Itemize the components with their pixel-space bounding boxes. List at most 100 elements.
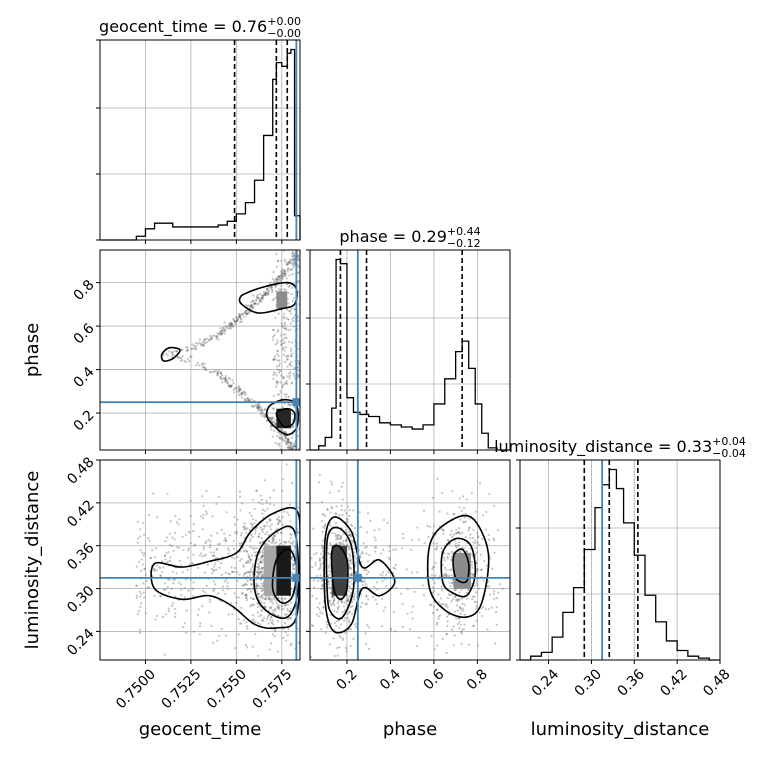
x-tick-label-geocent_time: 0.7550 [204, 666, 250, 712]
sample-point [455, 546, 458, 549]
sample-point [243, 315, 246, 319]
sample-point [164, 539, 167, 543]
sample-point [222, 326, 225, 329]
sample-point [217, 560, 220, 563]
sample-point [195, 348, 198, 351]
sample-point [283, 439, 286, 442]
sample-point [285, 463, 288, 466]
sample-point [374, 539, 378, 542]
sample-point [237, 633, 240, 636]
sample-point [292, 452, 294, 454]
sample-point [237, 393, 241, 397]
sample-point [319, 574, 322, 577]
sample-point [201, 362, 204, 365]
sample-point [276, 443, 279, 446]
sample-point [249, 578, 252, 582]
sample-point [291, 442, 294, 445]
sample-point [288, 377, 291, 380]
sample-point [349, 574, 352, 577]
sample-point [251, 603, 254, 606]
sample-point [292, 257, 295, 261]
sample-point [198, 633, 201, 636]
sample-point [205, 489, 208, 493]
sample-point [240, 312, 243, 315]
sample-point [327, 586, 330, 589]
sample-point [432, 565, 435, 569]
sample-point [456, 545, 459, 548]
sample-point [434, 561, 437, 565]
sample-point [281, 437, 284, 441]
density-cell-3 [276, 545, 291, 596]
sample-point [156, 564, 159, 567]
sample-point [347, 589, 350, 593]
sample-point [204, 341, 207, 345]
sample-point [477, 535, 480, 538]
sample-point [479, 553, 482, 556]
sample-point [255, 302, 258, 305]
sample-point [249, 570, 253, 573]
sample-point [194, 344, 197, 348]
sample-point [451, 581, 454, 584]
sample-point [315, 597, 318, 600]
sample-point [337, 533, 340, 537]
sample-point [427, 535, 430, 539]
sample-point [233, 531, 236, 534]
sample-point [277, 596, 280, 600]
sample-point [224, 377, 227, 380]
sample-point [450, 628, 454, 631]
sample-point [285, 443, 288, 446]
sample-point [201, 589, 205, 592]
sample-point [297, 374, 300, 377]
sample-point [224, 634, 228, 637]
sample-point [209, 334, 212, 337]
sample-point [273, 420, 276, 424]
sample-point [279, 369, 282, 373]
sample-point [244, 593, 247, 597]
sample-point [212, 589, 215, 592]
sample-point [343, 509, 346, 512]
sample-point [457, 544, 460, 547]
sample-point [163, 582, 167, 585]
sample-point [228, 573, 232, 576]
sample-point [292, 254, 295, 258]
sample-point [367, 570, 370, 574]
sample-point [339, 543, 342, 546]
sample-point [286, 354, 289, 357]
sample-point [321, 501, 324, 504]
sample-point [348, 585, 351, 589]
sample-point [271, 633, 275, 636]
sample-point [227, 572, 230, 575]
sample-point [382, 609, 385, 612]
sample-point [445, 615, 449, 618]
sample-point [198, 341, 201, 344]
sample-point [276, 605, 279, 608]
sample-point [172, 549, 175, 552]
sample-point [283, 336, 286, 339]
sample-point [460, 597, 463, 600]
sample-point [227, 385, 231, 388]
sample-point [253, 404, 257, 407]
sample-point [442, 529, 445, 532]
sample-point [276, 368, 279, 371]
sample-point [188, 360, 191, 363]
sample-point [279, 542, 282, 545]
sample-point [201, 528, 204, 531]
sample-point [475, 600, 478, 604]
sample-point [250, 305, 253, 308]
sample-point [363, 546, 367, 549]
density-cell-0 [276, 291, 288, 309]
sample-point [253, 546, 256, 550]
sample-point [261, 588, 264, 592]
sample-point [216, 332, 219, 335]
sample-point [431, 611, 435, 615]
sample-point [285, 396, 288, 399]
sample-point [456, 600, 459, 603]
sample-point [239, 509, 242, 512]
sample-point [327, 564, 330, 567]
sample-point [278, 435, 281, 439]
sample-point [250, 304, 253, 308]
sample-point [233, 557, 236, 560]
sample-point [135, 584, 138, 587]
sample-point [164, 558, 167, 561]
sample-point [389, 627, 392, 630]
